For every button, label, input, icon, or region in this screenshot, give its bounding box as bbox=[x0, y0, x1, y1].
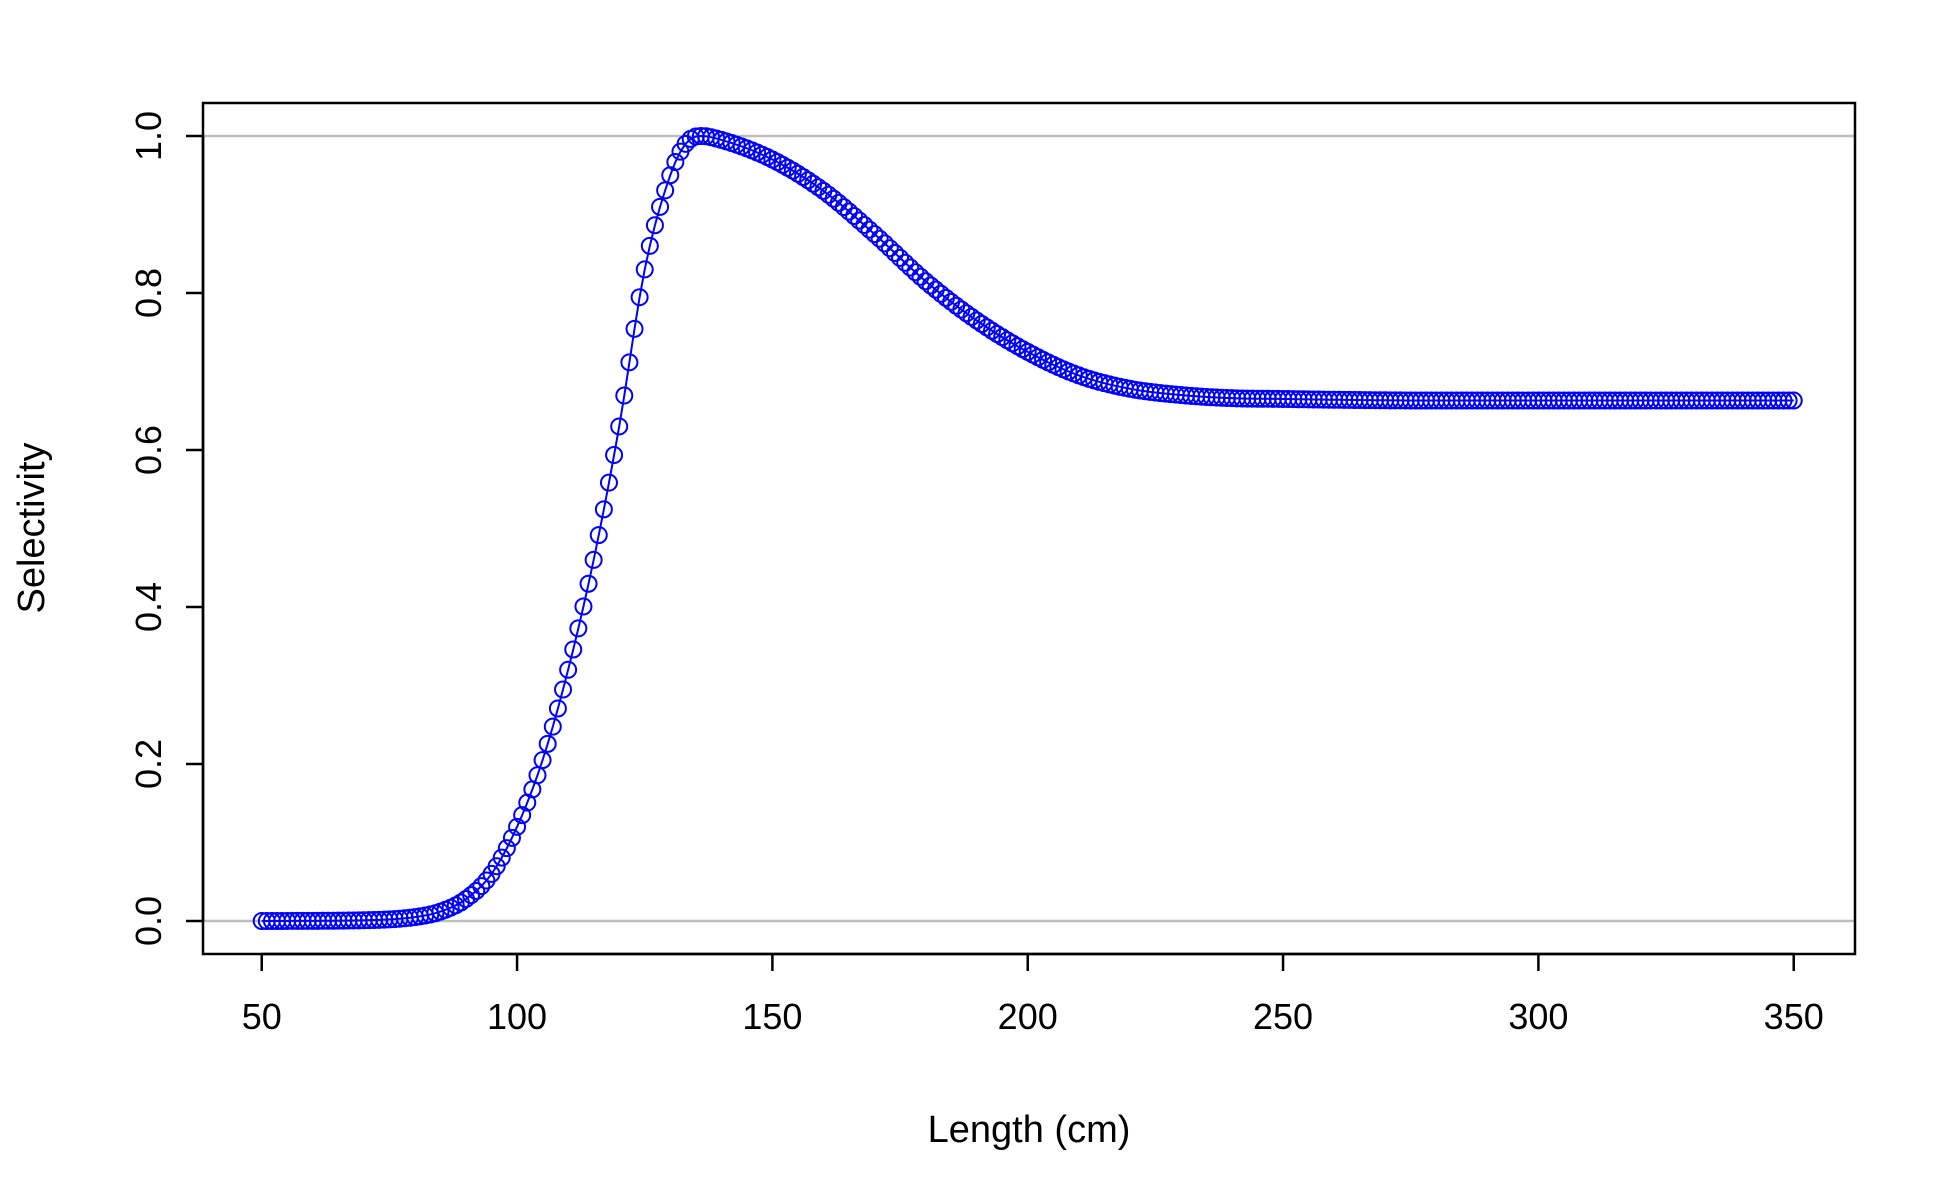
x-tick-label: 100 bbox=[487, 996, 547, 1037]
data-point bbox=[502, 828, 521, 847]
data-point bbox=[615, 386, 634, 405]
data-point bbox=[901, 258, 920, 277]
x-tick-label: 350 bbox=[1764, 996, 1824, 1037]
data-point bbox=[1779, 391, 1798, 410]
data-point bbox=[559, 660, 578, 679]
data-point bbox=[1784, 391, 1803, 410]
data-point bbox=[538, 734, 557, 753]
data-point bbox=[533, 751, 552, 770]
data-point bbox=[896, 253, 915, 272]
data-point bbox=[472, 877, 491, 896]
x-tick-label: 150 bbox=[742, 996, 802, 1037]
y-axis-title: Selectivity bbox=[11, 442, 53, 613]
data-point bbox=[645, 216, 664, 235]
data-point bbox=[982, 321, 1001, 340]
data-point bbox=[865, 225, 884, 244]
data-point bbox=[845, 206, 864, 225]
data-point bbox=[1774, 391, 1793, 410]
data-point bbox=[569, 619, 588, 638]
series-line-group bbox=[261, 134, 1794, 923]
data-point bbox=[467, 881, 486, 900]
data-point bbox=[870, 229, 889, 248]
data-point bbox=[594, 500, 613, 519]
series-points-group bbox=[252, 126, 1803, 931]
data-point bbox=[610, 417, 629, 436]
data-point bbox=[625, 319, 644, 338]
x-tick-label: 200 bbox=[998, 996, 1058, 1037]
data-point bbox=[880, 239, 899, 258]
data-point bbox=[584, 550, 603, 569]
data-point bbox=[462, 886, 481, 905]
data-point bbox=[977, 318, 996, 337]
x-tick-label: 300 bbox=[1508, 996, 1568, 1037]
data-point bbox=[850, 211, 869, 230]
x-tick-label: 50 bbox=[242, 996, 282, 1037]
y-axis: 0.0 0.2 0.4 0.6 0.8 1.0 bbox=[128, 111, 205, 946]
y-tick-label: 0.8 bbox=[128, 268, 169, 318]
data-point bbox=[640, 236, 659, 255]
data-point bbox=[589, 526, 608, 545]
data-point bbox=[885, 244, 904, 263]
y-tick-label: 0.0 bbox=[128, 896, 169, 946]
data-point bbox=[666, 153, 685, 172]
data-point bbox=[651, 197, 670, 216]
data-point bbox=[630, 288, 649, 307]
data-point bbox=[513, 806, 532, 825]
data-point bbox=[554, 680, 573, 699]
data-point bbox=[891, 248, 910, 267]
data-point bbox=[599, 473, 618, 492]
data-point bbox=[860, 220, 879, 239]
data-point bbox=[508, 817, 527, 836]
x-tick-label: 250 bbox=[1253, 996, 1313, 1037]
data-point bbox=[620, 353, 639, 372]
y-tick-label: 0.4 bbox=[128, 582, 169, 632]
data-point bbox=[906, 263, 925, 282]
reference-lines bbox=[203, 134, 1855, 923]
data-point bbox=[635, 260, 654, 279]
data-point bbox=[834, 198, 853, 217]
data-point bbox=[574, 597, 593, 616]
data-point bbox=[497, 839, 516, 858]
series-line-0 bbox=[261, 134, 1794, 923]
data-point bbox=[839, 202, 858, 221]
data-point bbox=[487, 857, 506, 876]
data-point bbox=[855, 216, 874, 235]
data-point bbox=[605, 446, 624, 465]
y-tick-label: 0.6 bbox=[128, 425, 169, 475]
data-point bbox=[875, 234, 894, 253]
y-tick-label: 0.2 bbox=[128, 739, 169, 789]
data-point bbox=[548, 699, 567, 718]
data-point bbox=[564, 640, 583, 659]
x-axis: 50 100 150 200 250 300 350 bbox=[242, 952, 1824, 1037]
x-axis-title: Length (cm) bbox=[928, 1109, 1131, 1151]
data-point bbox=[579, 574, 598, 593]
data-point bbox=[543, 717, 562, 736]
data-point bbox=[492, 848, 511, 867]
y-tick-label: 1.0 bbox=[128, 111, 169, 161]
